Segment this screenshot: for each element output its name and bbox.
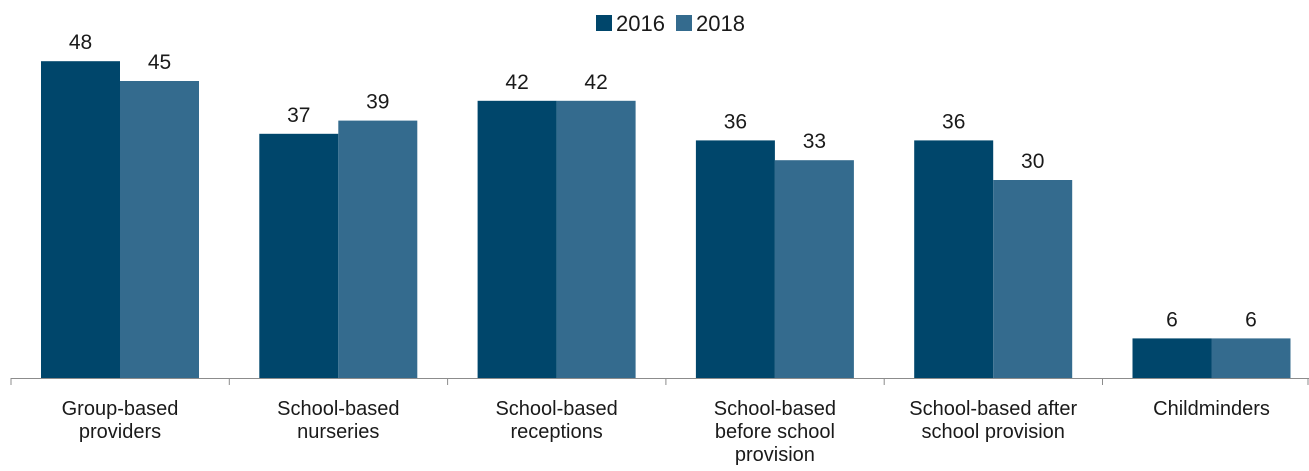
category-label-5: Childminders — [1153, 398, 1270, 420]
category-label-line: Childminders — [1153, 398, 1270, 420]
bar-2016-cat-2 — [477, 100, 557, 379]
bars-layer — [41, 61, 1291, 379]
bar-2016-cat-4 — [914, 140, 994, 378]
value-labels-layer: 48 45 37 39 42 42 36 33 36 30 6 6 — [69, 31, 1257, 331]
legend-label-2016: 2016 — [616, 11, 665, 36]
bar-2018-cat-1 — [338, 120, 418, 378]
legend: 2016 2018 — [596, 11, 745, 36]
bar-2018-cat-3 — [774, 160, 854, 378]
category-label-line: Group-based — [62, 398, 179, 420]
bar-2016-cat-5 — [1132, 338, 1212, 378]
bar-2016-cat-3 — [695, 140, 775, 378]
category-label-line: receptions — [510, 421, 602, 443]
category-label-line: before school — [715, 421, 835, 443]
category-label-line: School-based after — [909, 398, 1077, 420]
x-axis — [10, 378, 1309, 385]
bar-2016-cat-0 — [41, 61, 120, 378]
category-label-4: School-based after school provision — [909, 398, 1077, 443]
category-label-3: School-based before school provision — [714, 398, 836, 466]
category-label-1: School-based nurseries — [277, 398, 399, 443]
bar-2018-cat-5 — [1211, 338, 1291, 378]
value-label-2016-cat-2: 42 — [505, 71, 528, 94]
bar-2016-cat-1 — [259, 133, 339, 378]
category-label-line: School-based — [495, 398, 617, 420]
value-label-2018-cat-3: 33 — [803, 130, 826, 153]
legend-label-2018: 2018 — [696, 11, 745, 36]
value-label-2018-cat-2: 42 — [584, 71, 607, 94]
category-label-line: School-based — [714, 398, 836, 420]
value-label-2016-cat-1: 37 — [287, 104, 310, 127]
value-label-2016-cat-5: 6 — [1166, 308, 1178, 331]
value-label-2016-cat-0: 48 — [69, 31, 92, 54]
category-label-line: school provision — [921, 421, 1064, 443]
value-label-2018-cat-4: 30 — [1021, 150, 1044, 173]
category-label-line: nurseries — [297, 421, 379, 443]
value-label-2018-cat-0: 45 — [148, 51, 171, 74]
category-label-2: School-based receptions — [495, 398, 617, 443]
category-label-0: Group-based providers — [62, 398, 179, 443]
category-label-line: provision — [735, 444, 815, 466]
bar-2018-cat-0 — [120, 81, 199, 378]
value-label-2016-cat-4: 36 — [942, 110, 965, 133]
value-label-2016-cat-3: 36 — [724, 110, 747, 133]
category-label-line: School-based — [277, 398, 399, 420]
bar-2018-cat-4 — [993, 180, 1073, 378]
category-label-line: providers — [79, 421, 161, 443]
bar-2018-cat-2 — [556, 100, 636, 379]
legend-swatch-2018 — [676, 15, 692, 31]
legend-swatch-2016 — [596, 15, 612, 31]
value-label-2018-cat-5: 6 — [1245, 308, 1257, 331]
value-label-2018-cat-1: 39 — [366, 91, 389, 114]
